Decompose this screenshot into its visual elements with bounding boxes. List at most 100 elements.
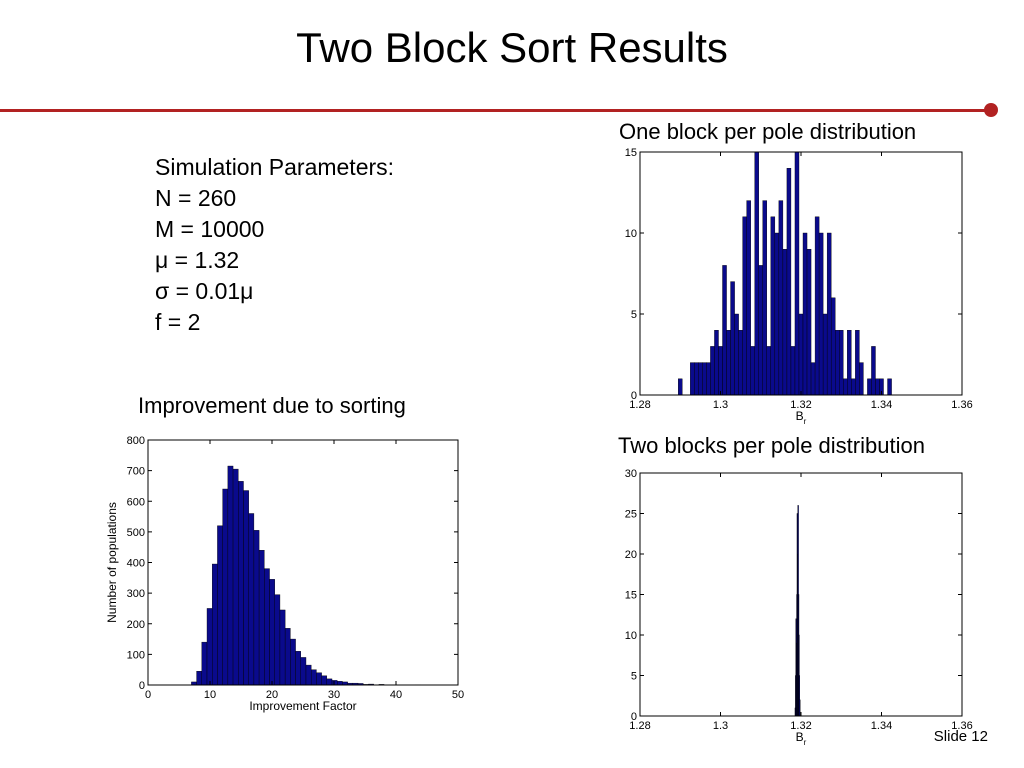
one-block-bar [835,329,840,396]
one-block-bar [706,362,711,396]
one-block-bar [766,346,772,396]
improvement-bar [321,675,328,686]
one-block-bar [690,362,695,396]
improvement-frame [147,439,459,686]
one-block-bar [698,362,703,396]
one-block-xtick-label: 1.36 [951,399,972,411]
improvement-bar [248,513,255,686]
one-block-bar [806,248,812,396]
one-block-bar [758,265,763,396]
slide-number: Slide 12 [933,728,988,745]
one-block-bar [722,265,727,396]
one-block-bar [822,313,828,396]
one-block-bar [786,168,792,396]
rule-endpoint-dot [984,103,998,117]
one-block-bar [726,329,731,396]
improvement-xtick-label: 0 [145,689,151,701]
improvement-ylabel: Number of populations [105,502,119,623]
two-block-ytick-label: 25 [625,509,637,521]
improvement-bar [258,550,265,686]
improvement-xtick-label: 40 [390,689,402,701]
parameter-f: f = 2 [155,309,201,335]
one-block-bar [855,329,860,396]
one-block-bar [754,151,759,396]
improvement-bar [305,664,312,686]
improvement-bar [253,530,260,686]
improvement-bar [232,468,239,686]
two-block-ytick-label: 5 [631,671,637,683]
improvement-xtick-label: 30 [328,689,340,701]
improvement-xtick-label: 10 [204,689,216,701]
one-block-bar [843,378,848,396]
one-block-xtick-label: 1.3 [713,399,728,411]
one-block-bar [730,281,735,396]
one-block-bar [839,329,844,396]
one-block-bar [718,346,723,396]
one-block-bar [847,329,852,396]
parameters-heading: Simulation Parameters: [155,154,395,180]
one-block-ytick-label: 5 [631,309,637,321]
improvement-bar [279,609,286,686]
one-block-bar [794,151,800,396]
one-block-heading: One block per pole distribution [619,119,917,144]
one-block-bar [678,378,683,396]
parameter-mu: μ = 1.32 [155,247,240,273]
one-block-bar [710,346,715,396]
two-block-histogram: 1.28 1.3 1.32 1.34 1.36 0 5 10 15 20 25 30 Br [625,468,973,747]
two-block-heading: Two blocks per pole distribution [618,433,925,458]
one-block-bar [798,313,804,396]
one-block-bar [702,362,707,396]
two-block-xtick-label: 1.28 [629,720,650,732]
improvement-bar [201,641,208,686]
two-block-ytick-label: 20 [625,549,637,561]
improvement-ytick-label: 600 [127,496,145,508]
improvement-bar [264,568,270,686]
one-block-bar [790,346,796,396]
improvement-bar [269,579,275,686]
one-block-bar [778,200,784,396]
one-block-bar [742,216,747,396]
one-block-bar [830,297,836,396]
one-block-ytick-label: 15 [625,147,637,159]
improvement-bar [284,628,291,686]
improvement-heading: Improvement due to sorting [138,393,406,418]
two-block-frame [639,472,963,717]
improvement-ytick-label: 400 [127,558,145,570]
parameter-m: M = 10000 [155,216,265,242]
two-block-xtick-label: 1.34 [871,720,892,732]
one-block-bar [887,378,892,396]
one-block-bar [802,232,808,396]
improvement-bar [326,678,333,686]
improvement-ytick-label: 100 [127,649,145,661]
one-block-bar [774,232,780,396]
one-block-bar [826,232,832,396]
improvement-xlabel-main: Improvement Factor [249,699,356,713]
two-block-xtick-label: 1.36 [951,720,972,732]
improvement-ytick-label: 0 [139,680,145,692]
two-block-ytick-label: 0 [631,711,637,723]
improvement-bars [191,465,421,686]
improvement-ytick-label: 700 [127,466,145,478]
improvement-ytick-label: 300 [127,588,145,600]
improvement-bar [206,608,213,686]
one-block-bar [871,346,876,396]
one-block-bar [851,378,856,396]
improvement-xtick-label: 50 [452,689,464,701]
one-block-bar [810,362,816,396]
slide-title: Two Block Sort Results [296,24,728,71]
one-block-xtick-label: 1.34 [871,399,892,411]
one-block-bar [770,216,776,396]
improvement-bar [212,563,218,686]
one-block-xlabel-main: B [796,409,804,423]
one-block-histogram: 1.28 1.3 1.32 1.34 1.36 0 5 10 15 Br [625,147,973,425]
improvement-histogram: 0 10 20 30 40 500100200300400500600700800Impr… [105,435,464,713]
two-block-xlabel-sub: r [804,738,807,747]
one-block-bar [762,200,767,396]
one-block-bar [875,378,880,396]
one-block-bar [714,329,719,396]
improvement-ytick-label: 800 [127,435,145,447]
improvement-xlabel: Improvement Factor [249,699,356,713]
one-block-bar [750,346,755,396]
two-block-xlabel-main: B [796,730,804,744]
simulation-parameters: Simulation Parameters: N = 260 M = 10000… [155,152,394,338]
